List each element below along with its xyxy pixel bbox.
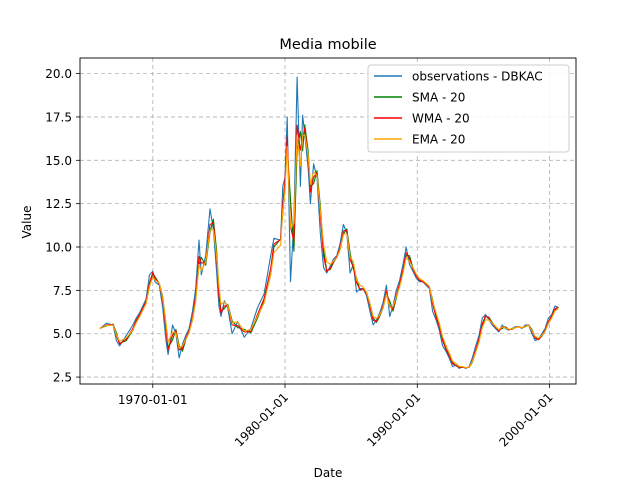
y-tick-label: 20.0 — [45, 67, 72, 81]
x-tick-label: 1970-01-01 — [118, 393, 188, 407]
y-tick-label: 10.0 — [45, 241, 72, 255]
series-line-3 — [99, 134, 559, 369]
x-axis-ticks: 1970-01-01 1980-01-01 1990-01-01 2000-01-01 — [118, 384, 556, 449]
series-layer — [99, 76, 559, 369]
y-tick-label: 12.5 — [45, 197, 72, 211]
y-axis-ticks: 2.5 5.0 7.5 10.0 12.5 15.0 17.5 20.0 — [45, 67, 80, 385]
legend-box — [367, 64, 570, 153]
x-tick-label: 1980-01-01 — [232, 390, 291, 449]
y-tick-label: 5.0 — [53, 327, 72, 341]
y-tick-label: 15.0 — [45, 154, 72, 168]
x-tick-label: 2000-01-01 — [496, 390, 555, 449]
y-tick-label: 17.5 — [45, 110, 72, 124]
legend-label: WMA - 20 — [412, 112, 470, 126]
legend-label: observations - DBKAC — [412, 70, 543, 84]
legend: observations - DBKAC SMA - 20 WMA - 20 EMA … — [367, 64, 570, 153]
legend-label: SMA - 20 — [412, 91, 465, 105]
y-axis-label: Value — [20, 206, 34, 239]
y-tick-label: 2.5 — [53, 371, 72, 385]
x-tick-label: 1990-01-01 — [364, 390, 423, 449]
chart-title: Media mobile — [279, 37, 376, 53]
legend-label: EMA - 20 — [412, 133, 465, 147]
plot-frame — [79, 57, 577, 385]
x-axis-label: Date — [314, 466, 343, 480]
series-line-2 — [99, 124, 559, 369]
y-tick-label: 7.5 — [53, 284, 72, 298]
series-line-1 — [99, 124, 559, 369]
